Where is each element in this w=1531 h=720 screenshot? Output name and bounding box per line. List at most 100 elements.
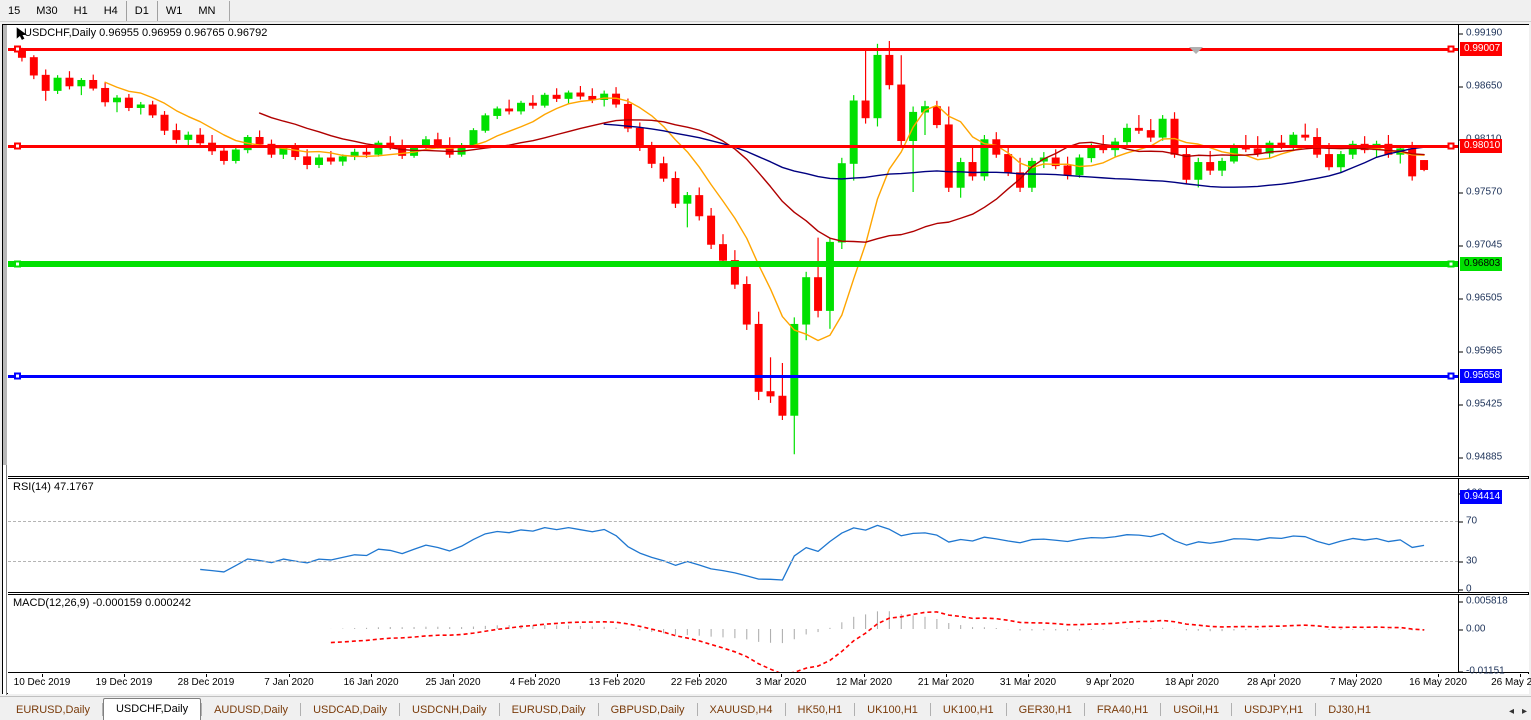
scroll-thumb[interactable]: [3, 25, 7, 465]
time-tick-mark: [42, 674, 43, 677]
time-tick-mark: [1520, 674, 1521, 677]
level-handle-left-0.98010[interactable]: [14, 142, 21, 150]
level-handle-left-0.96803[interactable]: [14, 260, 21, 268]
chart-tab-gbpusd-daily[interactable]: GBPUSD,Daily: [610, 704, 685, 716]
macd-plot-canvas[interactable]: [8, 595, 1458, 672]
price-level-badge-0.99007[interactable]: 0.99007: [1460, 42, 1503, 56]
time-axis[interactable]: 10 Dec 2019 19 Dec 2019 28 Dec 2019 7 Jan 2…: [8, 674, 1531, 694]
tab-separator: [784, 703, 786, 716]
tab-separator: [1160, 703, 1162, 716]
time-tick-mark: [1110, 674, 1111, 677]
level-handle-left-0.99007[interactable]: [14, 45, 21, 53]
time-tick-mark: [535, 674, 536, 677]
tab-scroll-left-icon[interactable]: ◂: [1508, 706, 1514, 717]
level-handle-right-0.98010[interactable]: [1447, 142, 1455, 150]
price-axis-tick: 0.94885: [1459, 452, 1502, 463]
level-handle-left-0.95658[interactable]: [14, 372, 21, 380]
chart-tab-ger30-h1[interactable]: GER30,H1: [1018, 704, 1072, 716]
time-axis-label: 31 Mar 2020: [999, 677, 1057, 688]
chart-tab-uk100-h1[interactable]: UK100,H1: [867, 704, 918, 716]
price-axis[interactable]: 0.991900.986500.981100.975700.970450.965…: [1458, 25, 1529, 720]
price-level-badge-0.96803[interactable]: 0.96803: [1460, 257, 1503, 271]
chart-tab-fra40-h1[interactable]: FRA40,H1: [1096, 704, 1149, 716]
macd-indicator-panel: MACD(12,26,9) -0.000159 0.000242 0.00581…: [8, 594, 1529, 677]
chart-tab-eurusd-daily[interactable]: EURUSD,Daily: [16, 704, 90, 716]
time-tick-mark: [1356, 674, 1357, 677]
time-tick-mark: [781, 674, 782, 677]
chart-tab-usdcad-daily[interactable]: USDCAD,Daily: [313, 704, 388, 716]
timeframe-button-15[interactable]: 15: [8, 4, 21, 17]
tab-separator: [696, 703, 698, 716]
rsi-plot-canvas[interactable]: [8, 479, 1458, 592]
chart-tab-audusd-daily[interactable]: AUDUSD,Daily: [214, 704, 289, 716]
time-tick-mark: [1438, 674, 1439, 677]
tab-separator: [399, 703, 401, 716]
timeframe-button-mn[interactable]: MN: [198, 4, 216, 17]
time-axis-label: 4 Feb 2020: [509, 677, 561, 688]
chart-tab-eurusd-daily[interactable]: EURUSD,Daily: [511, 704, 586, 716]
price-level-badge-0.98010[interactable]: 0.98010: [1460, 139, 1503, 153]
price-level-badge-0.94414[interactable]: 0.94414: [1460, 490, 1503, 504]
tab-separator: [1005, 703, 1007, 716]
chart-tab-usdchf-daily[interactable]: USDCHF,Daily: [102, 698, 202, 720]
time-axis-label: 12 Mar 2020: [835, 677, 893, 688]
rsi-panel-title: RSI(14) 47.1767: [13, 481, 94, 493]
price-axis-tick: 0.96505: [1459, 293, 1502, 304]
time-axis-label: 28 Apr 2020: [1247, 677, 1301, 688]
price-axis-tick: 0.99190: [1459, 28, 1502, 39]
time-axis-label: 3 Mar 2020: [755, 677, 807, 688]
chart-tab-hk50-h1[interactable]: HK50,H1: [797, 704, 843, 716]
time-tick-mark: [1274, 674, 1275, 677]
time-tick-mark: [206, 674, 207, 677]
level-line-0.96803[interactable]: [8, 261, 1458, 267]
timeframe-button-h4[interactable]: H4: [103, 4, 118, 17]
level-handle-right-0.96803[interactable]: [1447, 260, 1455, 268]
time-tick-mark: [1192, 674, 1193, 677]
chart-tab-xauusd-h4[interactable]: XAUUSD,H4: [709, 704, 773, 716]
timeframe-button-h1[interactable]: H1: [73, 4, 88, 17]
macd-panel-title: MACD(12,26,9) -0.000159 0.000242: [13, 597, 191, 609]
time-axis-label: 26 May 2020: [1491, 677, 1531, 688]
rsi-axis-tick: 30: [1459, 556, 1477, 567]
time-axis-label: 13 Feb 2020: [588, 677, 646, 688]
level-line-0.95658[interactable]: [8, 375, 1458, 378]
chart-tab-usdjpy-h1[interactable]: USDJPY,H1: [1244, 704, 1304, 716]
level-handle-right-0.99007[interactable]: [1447, 45, 1455, 53]
rsi-line-svg: [200, 524, 1425, 581]
crosshair-cursor-icon: [16, 27, 30, 41]
time-axis-label: 18 Apr 2020: [1165, 677, 1219, 688]
timeframe-button-m30[interactable]: M30: [36, 4, 58, 17]
timeframe-toolbar: 15 M30 H1 H4 D1 W1 MN: [0, 0, 1531, 22]
time-axis-label: 7 May 2020: [1329, 677, 1383, 688]
chart-tab-dj30-h1[interactable]: DJ30,H1: [1328, 704, 1371, 716]
tab-scroll-controls[interactable]: ◂ ▸: [1509, 706, 1527, 717]
level-handle-right-0.95658[interactable]: [1447, 372, 1455, 380]
tab-separator: [201, 703, 203, 716]
timeframe-button-d1[interactable]: D1: [125, 0, 158, 21]
chart-tab-usoil-h1[interactable]: USOil,H1: [1173, 704, 1220, 716]
tab-separator: [300, 703, 302, 716]
toolbar-divider: [229, 0, 231, 21]
timeframe-button-w1[interactable]: W1: [165, 4, 183, 17]
chart-tabbar: EURUSD,Daily USDCHF,Daily AUDUSD,Daily USDC…: [0, 696, 1531, 720]
tab-separator: [1315, 703, 1317, 716]
price-level-badge-0.95658[interactable]: 0.95658: [1460, 369, 1503, 383]
price-axis-tick: 0.95425: [1459, 399, 1502, 410]
time-tick-mark: [617, 674, 618, 677]
time-tick-mark: [699, 674, 700, 677]
price-plot-canvas[interactable]: [8, 25, 1458, 476]
chart-tab-usdcnh-daily[interactable]: USDCNH,Daily: [412, 704, 487, 716]
price-chart-panel: USDCHF,Daily 0.96955 0.96959 0.96765 0.9…: [8, 25, 1529, 720]
rsi-indicator-panel: RSI(14) 47.1767 10070300: [8, 478, 1529, 595]
level-line-0.98010[interactable]: [8, 145, 1458, 148]
level-line-0.99007[interactable]: [8, 48, 1458, 51]
chart-tab-uk100-h1[interactable]: UK100,H1: [942, 704, 994, 716]
vertical-scroll-gutter[interactable]: [3, 25, 7, 695]
tab-scroll-right-icon[interactable]: ▸: [1521, 706, 1527, 717]
tab-separator: [498, 703, 500, 716]
time-tick-mark: [1028, 674, 1029, 677]
price-axis-tick: 0.95965: [1459, 346, 1502, 357]
tab-separator: [854, 703, 856, 716]
time-axis-label: 7 Jan 2020: [264, 677, 314, 688]
time-tick-mark: [124, 674, 125, 677]
